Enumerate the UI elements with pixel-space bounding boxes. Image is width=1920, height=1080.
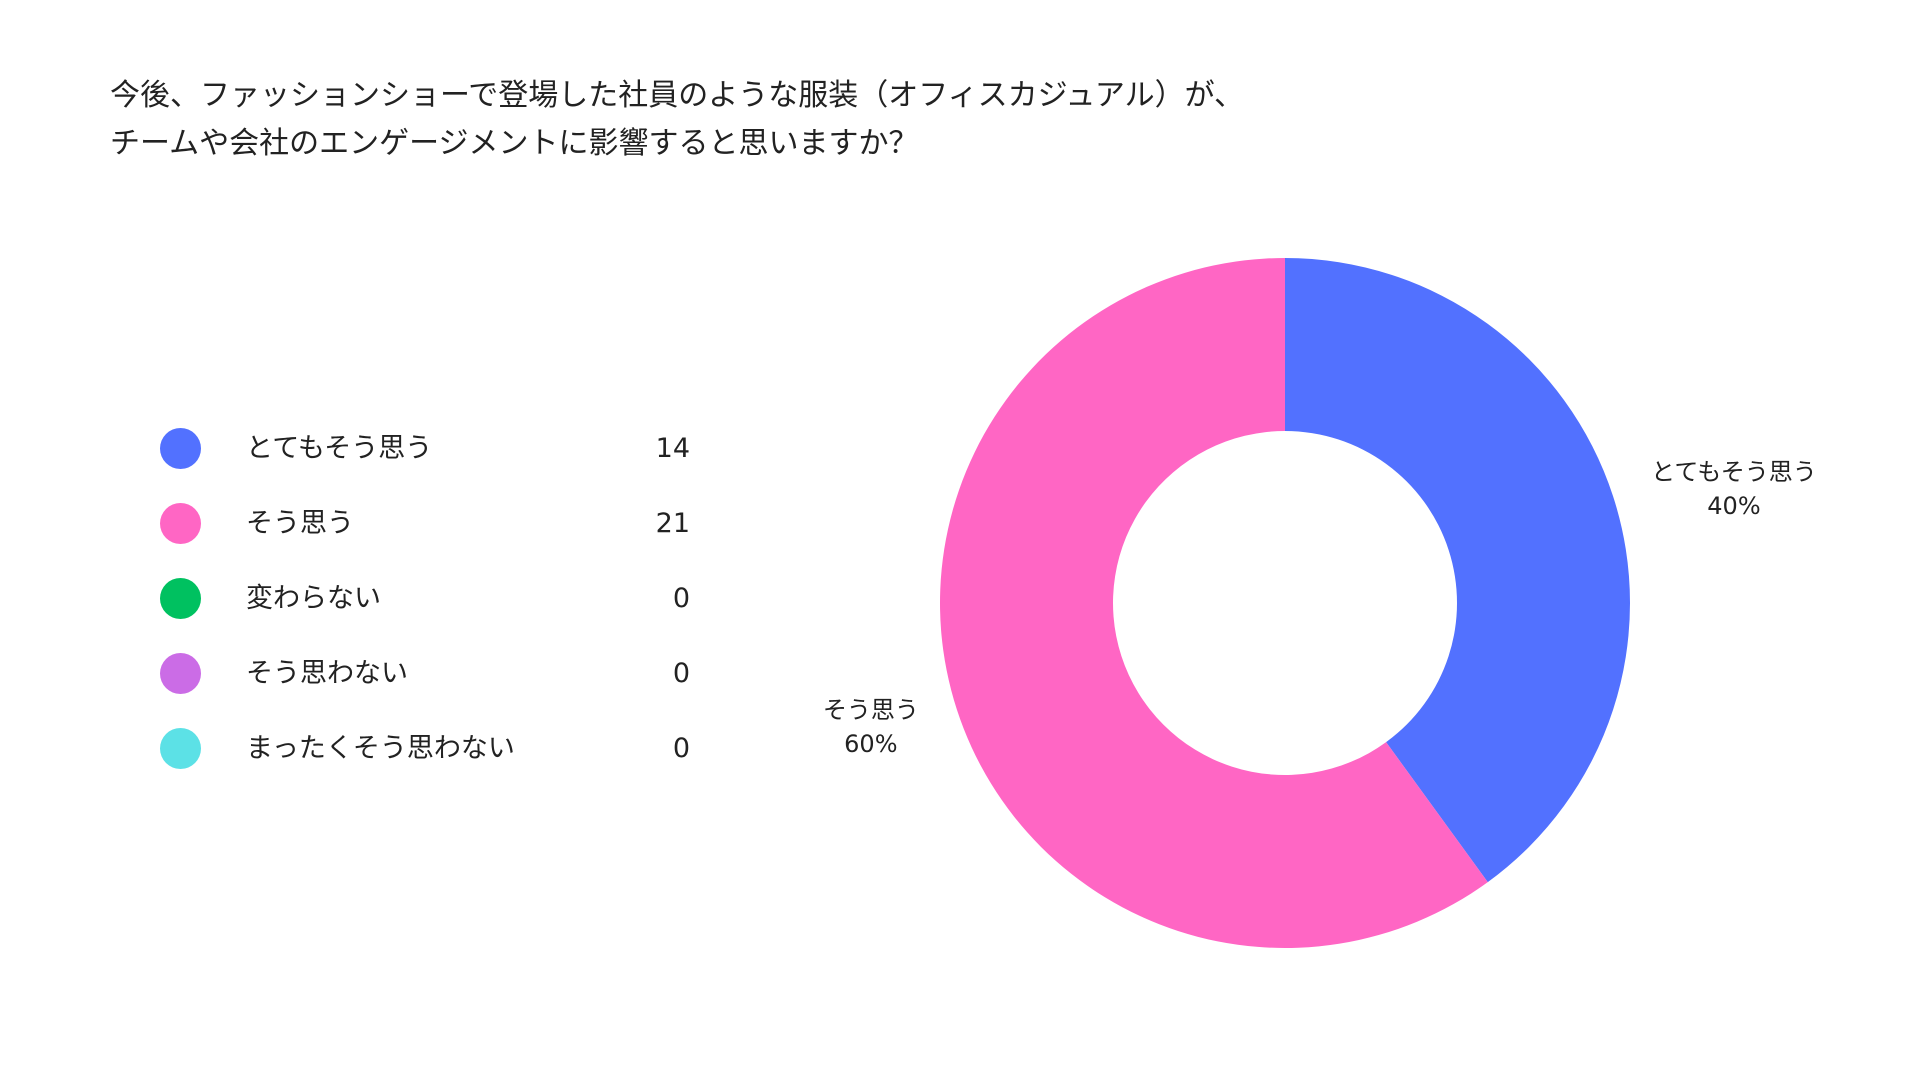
legend-swatch bbox=[160, 428, 201, 469]
slice-label-totemo-sou-omou: とてもそう思う 40% bbox=[1651, 458, 1817, 520]
donut-slice-totemo-sou-omou bbox=[1285, 258, 1631, 883]
legend-count: 0 bbox=[672, 583, 690, 614]
legend-swatch bbox=[160, 503, 201, 544]
legend-label: そう思わない bbox=[246, 658, 408, 689]
legend: とてもそう思う 14 そう思う 21 変わらない 0 そう思わない 0 まったく… bbox=[160, 428, 690, 803]
slice-label-percent: 60% bbox=[844, 730, 897, 758]
chart-title-line-2: チームや会社のエンゲージメントに影響すると思いますか？ bbox=[110, 126, 919, 161]
legend-item-kawaranai: 変わらない 0 bbox=[160, 578, 690, 653]
legend-swatch bbox=[160, 653, 201, 694]
legend-count: 0 bbox=[672, 658, 690, 689]
legend-label: とてもそう思う bbox=[246, 433, 433, 464]
legend-count: 21 bbox=[655, 508, 690, 539]
legend-count: 14 bbox=[655, 433, 690, 464]
chart-title-line-1: 今後、ファッションショーで登場した社員のような服装（オフィスカジュアル）が、 bbox=[110, 78, 1244, 113]
chart-title: 今後、ファッションショーで登場した社員のような服装（オフィスカジュアル）が、 チ… bbox=[110, 72, 1810, 168]
legend-label: 変わらない bbox=[246, 583, 381, 614]
legend-label: そう思う bbox=[246, 508, 354, 539]
legend-swatch bbox=[160, 728, 201, 769]
slice-label-percent: 40% bbox=[1707, 492, 1760, 520]
legend-item-sou-omou: そう思う 21 bbox=[160, 503, 690, 578]
legend-count: 0 bbox=[672, 733, 690, 764]
legend-swatch bbox=[160, 578, 201, 619]
legend-label: まったくそう思わない bbox=[246, 733, 515, 764]
slice-label-sou-omou: そう思う 60% bbox=[823, 696, 919, 758]
legend-item-sou-omowanai: そう思わない 0 bbox=[160, 653, 690, 728]
legend-item-mattaku-sou-omowanai: まったくそう思わない 0 bbox=[160, 728, 690, 803]
donut-slice-sou-omou bbox=[940, 258, 1488, 949]
slice-label-category: とてもそう思う bbox=[1651, 458, 1817, 486]
legend-item-totemo-sou-omou: とてもそう思う 14 bbox=[160, 428, 690, 503]
slice-label-category: そう思う bbox=[823, 696, 919, 724]
